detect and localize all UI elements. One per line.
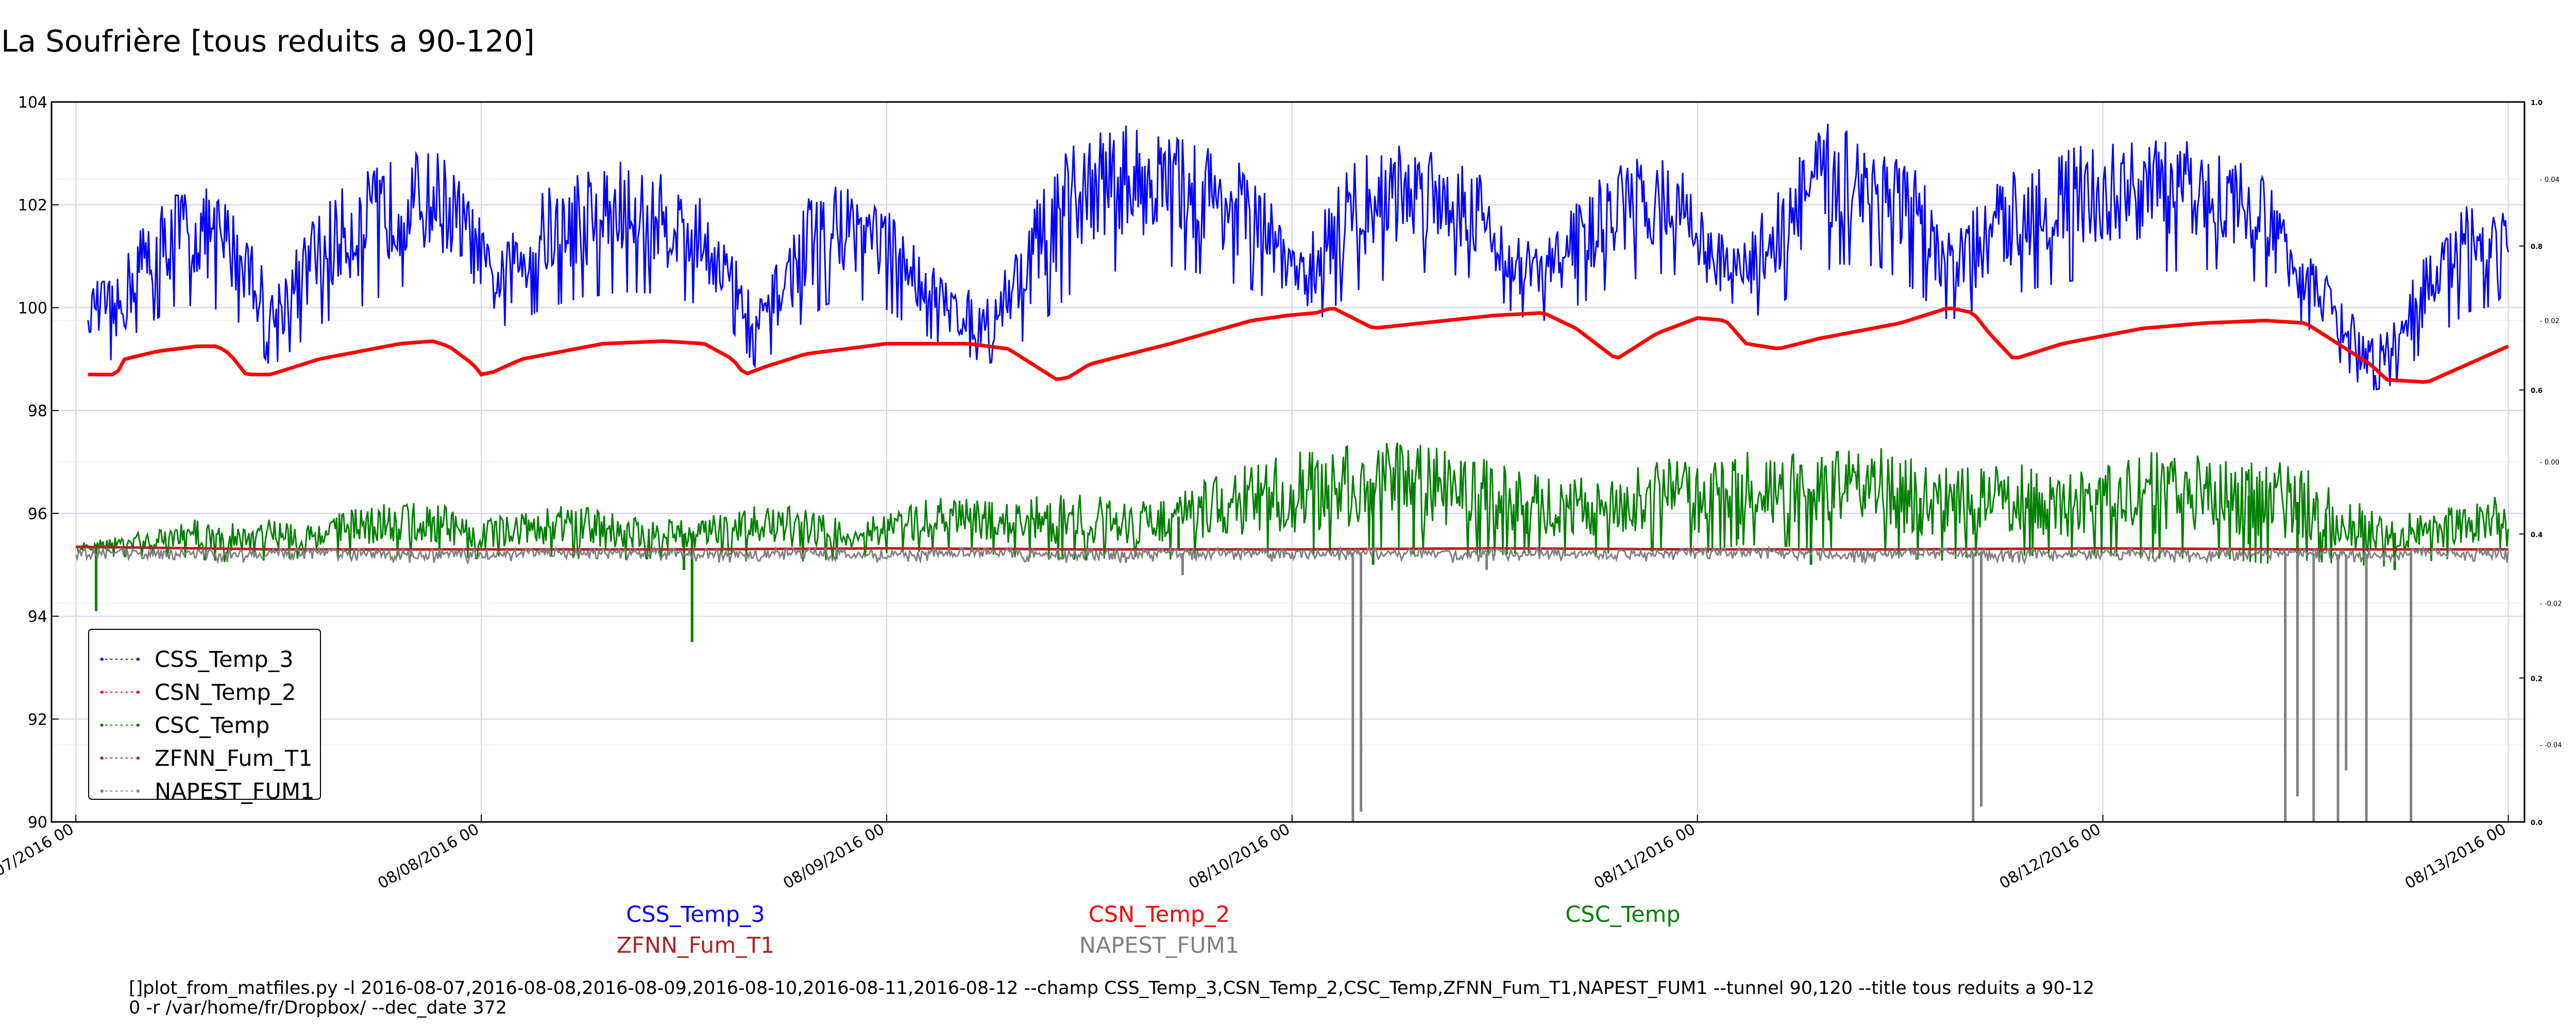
command-text: []plot_from_matfiles.py -l 2016-08-07,20… <box>129 978 2094 1018</box>
legend-item: ZFNN_Fum_T1 <box>100 746 313 771</box>
right-minor-tick-label: - -0.02 <box>2540 600 2562 608</box>
series-napest-fum1 <box>75 545 2509 822</box>
plot-frame <box>50 101 2526 823</box>
right-tick-label: 0.8 <box>2531 244 2543 251</box>
legend-label: NAPEST_FUM1 <box>155 779 314 804</box>
legend-item: CSC_Temp <box>100 713 269 739</box>
series-name-label: CSS_Temp_3 <box>626 902 765 928</box>
series-name-label: ZFNN_Fum_T1 <box>617 933 775 958</box>
command-line-2: 0 -r /var/home/fr/Dropbox/ --dec_date 37… <box>129 998 507 1018</box>
legend-marker <box>137 724 140 727</box>
x-tick-label: 08/11/2016 00 <box>1591 820 1699 893</box>
series-layer <box>75 124 2509 822</box>
legend-marker <box>137 757 140 760</box>
legend: CSS_Temp_3 CSN_Temp_2 CSC_Temp ZFNN_Fum_T1 N… <box>88 629 321 804</box>
series-line <box>87 124 2509 391</box>
y-tick-label: 100 <box>18 299 47 317</box>
right-tick-label: 0.0 <box>2531 819 2543 827</box>
legend-label: CSS_Temp_3 <box>155 647 294 673</box>
x-tick-label: 08/10/2016 00 <box>1185 820 1293 893</box>
legend-item: CSN_Temp_2 <box>100 680 296 706</box>
right-minor-tick-label: - -0.04 <box>2540 742 2562 749</box>
series-csn-temp-2 <box>88 306 2509 384</box>
x-tick-label: 08/12/2016 00 <box>1996 820 2104 893</box>
legend-marker <box>100 691 104 694</box>
legend-marker <box>137 789 140 793</box>
right-minor-tick-label: - 0.00 <box>2540 459 2560 467</box>
series-name-label: NAPEST_FUM1 <box>1079 933 1239 958</box>
right-tick-label: 0.6 <box>2531 387 2543 395</box>
series-line <box>75 442 2509 567</box>
legend-marker <box>137 691 140 694</box>
y-tick-label: 96 <box>28 505 47 523</box>
series-line <box>75 545 2509 565</box>
series-name-labels: CSS_Temp_3 CSN_Temp_2 CSC_Temp ZFNN_Fum_T1 N… <box>617 902 1681 958</box>
x-tick-label: 08/09/2016 00 <box>780 820 888 893</box>
y-tick-label: 102 <box>18 197 47 215</box>
series-name-label: CSN_Temp_2 <box>1089 902 1230 928</box>
series-name-label: CSC_Temp <box>1565 902 1680 928</box>
legend-label: CSC_Temp <box>155 713 269 739</box>
legend-label: CSN_Temp_2 <box>155 680 296 706</box>
right-tick-label: 0.2 <box>2531 675 2543 683</box>
legend-label: ZFNN_Fum_T1 <box>155 746 313 771</box>
chart-title: La Soufrière [tous reduits a 90-120] <box>1 24 535 59</box>
legend-box <box>88 629 321 800</box>
grid <box>52 101 2524 822</box>
series-line <box>76 545 2509 551</box>
y-tick-label: 98 <box>28 402 47 420</box>
right-tick-label: 1.0 <box>2531 99 2543 107</box>
y-tick-label: 90 <box>28 814 47 832</box>
legend-marker <box>100 658 104 661</box>
legend-item: CSS_Temp_3 <box>100 647 294 673</box>
legend-marker <box>137 658 140 661</box>
x-tick-label: 08/13/2016 00 <box>2402 820 2510 893</box>
legend-item: NAPEST_FUM1 <box>100 779 314 804</box>
series-css-temp-3 <box>87 124 2509 391</box>
y-tick-label: 92 <box>28 711 47 729</box>
right-minor-tick-label: - 0.02 <box>2540 317 2560 325</box>
x-tick-label: 08/08/2016 00 <box>375 820 483 893</box>
legend-marker <box>100 757 104 760</box>
series-zfnn-fum-t1 <box>76 545 2509 551</box>
command-line-1: []plot_from_matfiles.py -l 2016-08-07,20… <box>129 978 2094 999</box>
y-tick-label: 104 <box>18 94 47 112</box>
legend-marker <box>100 789 104 793</box>
right-tick-label: 0.4 <box>2531 531 2543 539</box>
series-line <box>88 306 2509 384</box>
legend-marker <box>100 724 104 727</box>
right-minor-tick-label: - 0.04 <box>2540 176 2560 184</box>
y-tick-label: 94 <box>28 608 47 626</box>
